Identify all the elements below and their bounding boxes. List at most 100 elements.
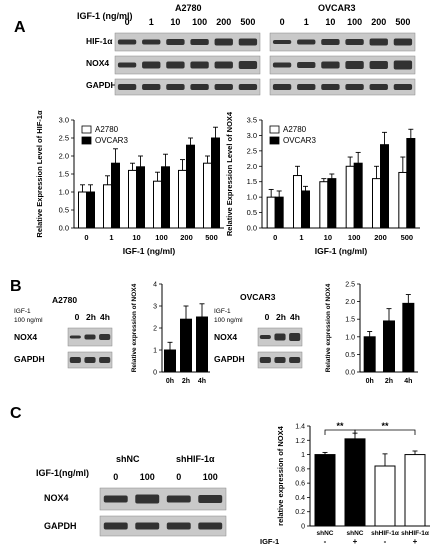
- y-tick-label: 3: [153, 304, 157, 311]
- chart-b-a2780: 0 1 2 3 4 Relative expression of NOX4 0h 2h 4h: [131, 282, 210, 385]
- y-axis-label: relative expression of NOX4: [276, 425, 285, 525]
- blot-a-dose-label: 100: [347, 17, 362, 27]
- blot-a-hif-ovcar3-band: [272, 40, 292, 44]
- blot-a-hif-a2780-band: [142, 39, 161, 45]
- treatment-mark: +: [353, 537, 358, 546]
- blot-c-group-shhif: shHIF-1α: [176, 454, 215, 464]
- y-tick-label: 0.5: [345, 352, 355, 359]
- blot-c-doses: 0 100 0 100: [113, 472, 218, 482]
- blot-c-gapdh: [99, 515, 227, 537]
- x-tick-label: 200: [180, 233, 193, 242]
- blot-a-dose-label: 10: [325, 17, 335, 27]
- bar: [103, 184, 112, 229]
- x-axis-label: IGF-1 (ng/ml): [315, 246, 368, 256]
- x-tick-label: shNC: [347, 530, 364, 537]
- blot-a-hif-a2780-band: [214, 38, 233, 46]
- blot-a-hif-ovcar3: [269, 32, 416, 52]
- bar: [203, 162, 212, 229]
- blot-a-gapdh-a2780-band: [214, 84, 233, 90]
- blot-a-gapdh-ovcar3-band: [393, 84, 413, 90]
- x-tick-label: 4h: [404, 378, 412, 385]
- bar: [319, 181, 329, 229]
- x-tick-label: 1: [299, 233, 303, 242]
- blot-c-gapdh-band: [198, 522, 223, 530]
- blot-a-hif-a2780-band: [238, 38, 258, 46]
- bar: [383, 320, 395, 373]
- y-tick-label: 1.0: [59, 188, 69, 197]
- y-tick-label: 3.5: [247, 116, 257, 125]
- chart-c-nox4: 0 0.2 0.4 0.6 0.8 1 1.2 1.4 relative expression …: [260, 421, 430, 546]
- y-tick-label: 0.6: [295, 481, 305, 488]
- y-tick-label: 2.5: [345, 282, 355, 289]
- blot-a-nox4-a2780-band: [214, 61, 233, 69]
- blot-a-nox4-ovcar3-band: [345, 61, 364, 69]
- blot-c-gapdh-band: [166, 522, 191, 530]
- x-tick-label: 10: [132, 233, 140, 242]
- treatment-mark: -: [324, 537, 327, 546]
- legend-label: A2780: [95, 125, 119, 134]
- y-tick-label: 1.0: [247, 193, 257, 202]
- y-tick-label: 0: [153, 370, 157, 377]
- blot-a-doses-a2780: 0 1 10 100 200 500: [125, 17, 256, 27]
- bar: [363, 336, 376, 373]
- bar: [128, 169, 137, 229]
- y-tick-label: 1: [153, 348, 157, 355]
- blot-b-nox4-a2780-band: [84, 334, 96, 340]
- blot-a-gapdh-ovcar3-band: [345, 84, 364, 90]
- blot-c-gapdh-band: [103, 522, 128, 530]
- y-tick-label: 0.2: [295, 509, 305, 516]
- blot-b-gapdh-a2780-band: [84, 357, 96, 363]
- blot-b-treatment-right-1: IGF-1: [214, 308, 231, 315]
- y-tick-label: 0.0: [59, 224, 69, 233]
- x-tick-label: shNC: [317, 530, 334, 537]
- treatment-row-label: IGF-1: [260, 537, 279, 546]
- blot-c-gapdh-band: [135, 522, 160, 530]
- y-tick-label: 3.0: [247, 131, 257, 140]
- blot-a-doses-ovcar3: 0 1 10 100 200 500: [280, 17, 411, 27]
- blot-a-nox4-a2780-band: [117, 62, 137, 68]
- blot-a-row-nox4: NOX4: [86, 58, 109, 68]
- blot-b-time-label: 2h: [86, 312, 96, 322]
- blot-b-title-ovcar3: OVCAR3: [240, 292, 276, 302]
- blot-c-strips: [99, 487, 227, 537]
- blot-a-nox4-a2780-band: [190, 61, 209, 69]
- blot-a-nox4-ovcar3-band: [297, 62, 316, 68]
- x-tick-label: 2h: [182, 378, 190, 385]
- blot-b-gapdh-ovcar3-band: [289, 357, 301, 363]
- blot-a-hif-ovcar3-band: [297, 39, 316, 45]
- blot-a-dose-label: 500: [395, 17, 410, 27]
- y-tick-label: 0.4: [295, 495, 305, 502]
- blot-a-gapdh-a2780-band: [166, 84, 185, 90]
- blot-a-title-ovcar3: OVCAR3: [318, 3, 356, 13]
- legend-label: OVCAR3: [95, 136, 128, 145]
- blot-a-hif-a2780-band: [166, 39, 185, 45]
- y-tick-label: 2.0: [59, 152, 69, 161]
- blot-b-strips: [67, 327, 303, 369]
- blot-a-hif-a2780: [114, 32, 261, 52]
- legend-swatch: [81, 136, 92, 145]
- blot-b-times-a2780: 0 2h 4h: [75, 312, 110, 322]
- bar: [406, 138, 416, 229]
- bar: [374, 465, 396, 527]
- blot-b-row-nox4-left: NOX4: [14, 332, 37, 342]
- blot-a-dose-label: 1: [304, 17, 309, 27]
- y-tick-label: 1.5: [247, 177, 257, 186]
- y-tick-label: 2.0: [345, 299, 355, 306]
- blot-a-gapdh-a2780-band: [142, 84, 161, 90]
- bar: [161, 166, 170, 229]
- blot-a-gapdh-ovcar3-band: [297, 84, 316, 90]
- y-tick-label: 0.5: [59, 206, 69, 215]
- blot-c-row-gapdh: GAPDH: [44, 521, 77, 531]
- y-axis-label: Relative Expression Level of HIF-1α: [35, 110, 44, 238]
- x-tick-label: 0: [273, 233, 277, 242]
- legend-swatch: [81, 125, 92, 134]
- blot-a-nox4-ovcar3-band: [272, 62, 292, 68]
- blot-c-dose-label: 100: [203, 472, 218, 482]
- blot-c-nox4-band: [198, 495, 223, 503]
- blot-a-dose-label: 10: [170, 17, 180, 27]
- blot-a-nox4-ovcar3-band: [369, 61, 388, 69]
- y-tick-label: 1.4: [295, 424, 305, 431]
- blot-a-nox4-ovcar3-band: [393, 60, 413, 70]
- blot-a-gapdh-ovcar3: [269, 78, 416, 96]
- y-tick-label: 3.0: [59, 116, 69, 125]
